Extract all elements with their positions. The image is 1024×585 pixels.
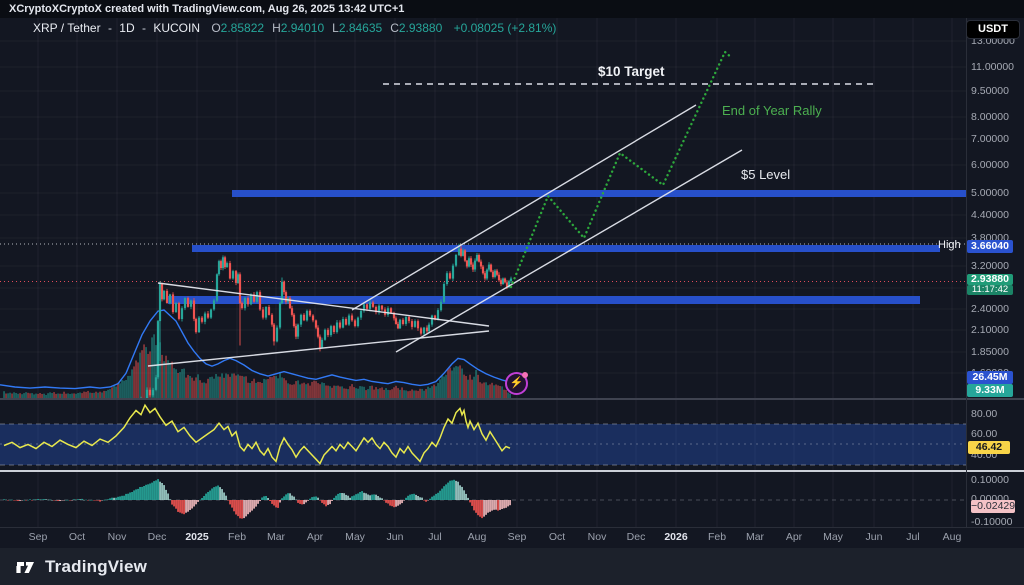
- time-axis-label: Jun: [865, 531, 883, 543]
- price-axis-label: 80.00: [971, 408, 998, 420]
- time-axis-label: Feb: [707, 531, 727, 543]
- ohlc-value: 2.84635: [338, 21, 383, 35]
- footer-brand-text[interactable]: TradingView: [45, 556, 148, 576]
- time-axis-label: Mar: [266, 531, 286, 543]
- time-axis-label: Dec: [147, 531, 167, 543]
- ohlc-value: 2.93880: [398, 21, 443, 35]
- time-axis-label: Aug: [942, 531, 962, 543]
- ohlc-letter: L: [332, 21, 339, 35]
- time-axis-label: Mar: [745, 531, 765, 543]
- rsi-value-badge: 46.42: [968, 441, 1010, 454]
- macd-histogram: [0, 479, 966, 519]
- time-axis-border: [0, 527, 1024, 528]
- gridlines: [0, 18, 966, 527]
- time-axis-label: Apr: [785, 531, 803, 543]
- symbol-info-row[interactable]: XRP / Tether - 1D - KUCOIN O2.85822 H2.94…: [33, 21, 556, 36]
- rally-annotation[interactable]: End of Year Rally: [722, 103, 822, 118]
- projection-path: [509, 50, 734, 289]
- level5-annotation[interactable]: $5 Level: [741, 167, 791, 182]
- time-axis-label: Feb: [227, 531, 247, 543]
- attribution-text: XCryptoXCryptoX created with TradingView…: [9, 3, 405, 15]
- time-axis-label: Oct: [548, 531, 566, 543]
- price-axis-label: 1.85000: [971, 346, 1009, 358]
- price-axis-label: 2.40000: [971, 303, 1009, 315]
- rsi-line: [3, 403, 511, 465]
- countdown-badge: 11:17:42: [967, 285, 1013, 295]
- time-axis-label: Nov: [107, 531, 127, 543]
- ohlc-letter: C: [390, 21, 399, 35]
- pane-separator-rsi-macd[interactable]: [0, 470, 1024, 472]
- time-axis-label: Jul: [428, 531, 442, 543]
- ohlc-value: 2.85822: [220, 21, 265, 35]
- price-axis-border: [966, 18, 967, 527]
- time-axis-label: Nov: [587, 531, 607, 543]
- interval-label[interactable]: 1D: [119, 21, 135, 35]
- attribution-bar: XCryptoXCryptoX created with TradingView…: [0, 0, 1024, 18]
- price-axis-label: 7.00000: [971, 133, 1009, 145]
- volume-histogram: [0, 309, 511, 398]
- macd-value-badge: −0.02429: [971, 500, 1016, 513]
- tradingview-logo-icon[interactable]: [15, 556, 37, 578]
- price-axis-label: 60.00: [971, 428, 998, 440]
- ohlc-letter: O: [211, 21, 221, 35]
- last-price-badge: 2.93880: [967, 274, 1013, 285]
- price-axis-label: 11.00000: [971, 61, 1015, 73]
- time-axis-label: Apr: [306, 531, 324, 543]
- time-axis-label: Oct: [68, 531, 86, 543]
- price-axis-label: 2.10000: [971, 324, 1009, 336]
- separator: -: [107, 21, 112, 35]
- price-axis-label: 9.50000: [971, 85, 1009, 97]
- time-axis-label: Sep: [507, 531, 527, 543]
- supply-zone-bands: [168, 190, 966, 304]
- high-price-badge: 3.66040: [967, 240, 1013, 253]
- change-value: +0.08025 (+2.81%): [453, 21, 557, 35]
- separator: -: [141, 21, 146, 35]
- target-annotation[interactable]: $10 Target: [598, 64, 665, 79]
- time-axis-label: 2025: [185, 531, 209, 543]
- price-axis-label: 0.10000: [971, 474, 1009, 486]
- time-axis-label: Sep: [28, 531, 48, 543]
- time-axis-label: Dec: [626, 531, 646, 543]
- price-axis-label: 6.00000: [971, 159, 1009, 171]
- ohlc-letter: H: [272, 21, 281, 35]
- price-axis-label: 5.00000: [971, 187, 1009, 199]
- trendlines: [147, 104, 743, 367]
- price-axis-label: 8.00000: [971, 111, 1009, 123]
- ohlc-values: O2.85822 H2.94010 L2.84635 C2.93880: [203, 21, 442, 35]
- lightning-badge-icon[interactable]: ⚡: [505, 372, 528, 395]
- time-axis-label: Aug: [467, 531, 487, 543]
- footer-bar: TradingView: [0, 548, 1024, 585]
- price-axis-label: 3.20000: [971, 260, 1009, 272]
- time-axis-label: Jun: [386, 531, 404, 543]
- pane-separator-main-rsi[interactable]: [0, 398, 1024, 400]
- exchange-label: KUCOIN: [153, 21, 200, 35]
- volume-ma-badge: 26.45M: [967, 371, 1013, 384]
- candlestick-series: [139, 243, 513, 399]
- time-axis-label: 2026: [664, 531, 688, 543]
- time-axis-label: Jul: [906, 531, 920, 543]
- symbol-name[interactable]: XRP / Tether: [33, 21, 101, 35]
- currency-toggle-button[interactable]: USDT: [966, 20, 1020, 39]
- ohlc-value: 2.94010: [280, 21, 325, 35]
- price-axis-label: -0.10000: [971, 516, 1013, 528]
- time-axis-label: May: [823, 531, 843, 543]
- volume-badge: 9.33M: [967, 384, 1013, 397]
- price-axis-label: 4.40000: [971, 209, 1009, 221]
- high-line-label: High: [938, 239, 961, 251]
- rsi-band: [0, 423, 966, 466]
- time-axis-label: May: [345, 531, 365, 543]
- volume-ma-line: [0, 309, 511, 390]
